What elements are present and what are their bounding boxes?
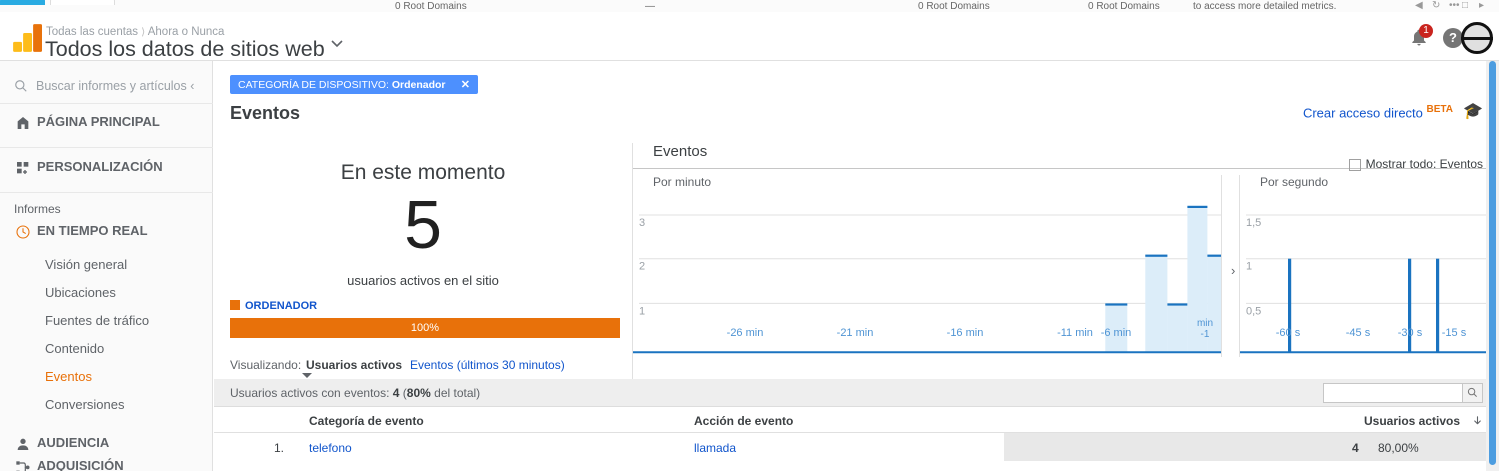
svg-text:1: 1 bbox=[1246, 261, 1252, 273]
svg-text:-6 min: -6 min bbox=[1101, 327, 1132, 339]
svg-text:-21 min: -21 min bbox=[837, 327, 874, 339]
svg-text:-1: -1 bbox=[1201, 329, 1210, 340]
svg-text:-30 s: -30 s bbox=[1398, 327, 1423, 339]
svg-text:2: 2 bbox=[639, 261, 645, 273]
svg-text:min: min bbox=[1197, 318, 1213, 329]
svg-text:-15 s: -15 s bbox=[1442, 327, 1467, 339]
svg-text:0,5: 0,5 bbox=[1246, 305, 1261, 317]
svg-text:3: 3 bbox=[639, 217, 645, 229]
svg-text:1,5: 1,5 bbox=[1246, 217, 1261, 229]
svg-text:1: 1 bbox=[639, 305, 645, 317]
svg-text:-26 min: -26 min bbox=[727, 327, 764, 339]
svg-text:-45 s: -45 s bbox=[1346, 327, 1371, 339]
svg-text:-11 min: -11 min bbox=[1057, 327, 1093, 339]
svg-text:-16 min: -16 min bbox=[947, 327, 984, 339]
svg-text:-60 s: -60 s bbox=[1276, 327, 1301, 339]
